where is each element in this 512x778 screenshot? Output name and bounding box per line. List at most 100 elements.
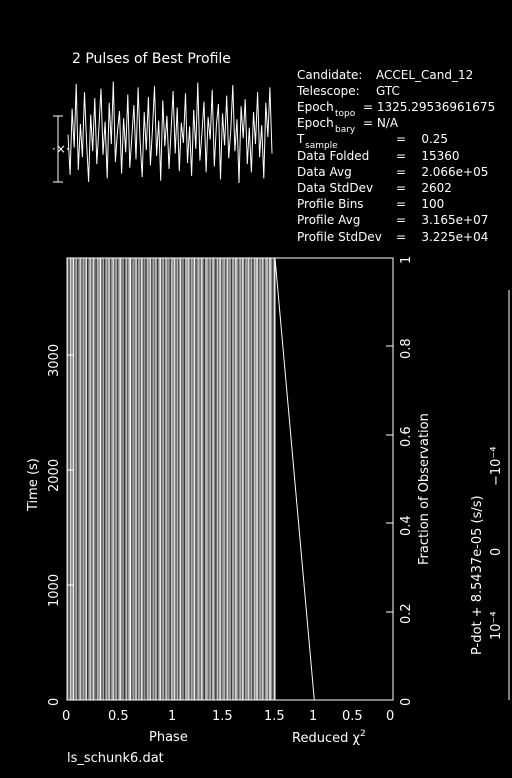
heatmap-column — [240, 258, 243, 700]
heatmap-column — [151, 258, 153, 700]
heatmap-column — [128, 258, 130, 700]
heatmap-column — [91, 258, 93, 700]
heatmap-column — [101, 258, 103, 700]
heatmap-column — [178, 258, 180, 700]
heatmap-column — [116, 258, 119, 700]
heatmap-column — [139, 258, 142, 700]
heatmap-column — [250, 258, 253, 700]
info-data-stddev-label: Data StdDev — [297, 181, 373, 195]
heatmap-column — [125, 258, 128, 700]
profile-errorbar-marker: ⋅×⋅ — [52, 142, 70, 156]
heatmap-column — [192, 258, 195, 700]
heatmap-column — [138, 258, 140, 700]
heatmap-column — [222, 258, 225, 700]
heatmap-column — [245, 258, 247, 700]
heatmap-column — [82, 258, 85, 700]
heatmap-column — [269, 258, 272, 700]
chi2-line — [274, 257, 315, 701]
heatmap-column — [260, 258, 263, 700]
chi2-tick-0: 0 — [386, 709, 394, 724]
profile-panel: ⋅×⋅ — [52, 81, 273, 184]
heatmap-column — [227, 258, 230, 700]
heatmap-column — [239, 258, 242, 700]
time-phase-heatmap — [67, 258, 276, 700]
heatmap-column — [92, 258, 95, 700]
heatmap-column — [188, 258, 190, 700]
heatmap-column — [215, 258, 217, 700]
heatmap-column — [118, 258, 121, 700]
heatmap-column — [229, 258, 232, 700]
chi2-axis-label-text: Reduced χ — [292, 731, 360, 746]
heatmap-column — [179, 258, 182, 700]
info-candidate-value: ACCEL_Cand_12 — [376, 68, 473, 82]
heatmap-column — [67, 258, 69, 700]
info-tsample-value: = 0.25 — [396, 132, 448, 146]
info-data-stddev-value: = 2602 — [396, 181, 452, 195]
heatmap-column — [212, 258, 215, 700]
heatmap-column — [105, 258, 108, 700]
info-block: Candidate: ACCEL_Cand_12 Telescope: GTC … — [296, 68, 495, 244]
heatmap-column — [270, 258, 273, 700]
heatmap-column — [180, 258, 183, 700]
fraction-axis-ticks — [386, 257, 393, 701]
fraction-tick-0.2: 0.2 — [399, 603, 414, 624]
heatmap-column — [220, 258, 223, 700]
heatmap-column — [193, 258, 196, 700]
heatmap-column — [266, 258, 269, 700]
heatmap-column — [109, 258, 112, 700]
heatmap-column — [165, 258, 168, 700]
info-epoch-bary-value: = N/A — [363, 116, 399, 130]
info-epoch-bary-label: Epoch — [297, 116, 334, 130]
heatmap-column — [209, 258, 212, 700]
chi2-axis-label: Reduced χ2 — [292, 729, 366, 746]
heatmap-column — [237, 258, 240, 700]
heatmap-column — [183, 258, 186, 700]
heatmap-column — [199, 258, 202, 700]
heatmap-column — [182, 258, 185, 700]
heatmap-column — [123, 258, 126, 700]
heatmap-column — [146, 258, 149, 700]
heatmap-column — [126, 258, 129, 700]
heatmap-column — [133, 258, 136, 700]
heatmap-column — [95, 258, 98, 700]
heatmap-column — [246, 258, 249, 700]
heatmap-column — [249, 258, 252, 700]
pdot-tick-neg: −10⁻⁴ — [489, 446, 504, 486]
heatmap-column — [161, 258, 163, 700]
info-profile-stddev-value: = 3.225e+04 — [396, 230, 488, 244]
heatmap-column — [243, 258, 246, 700]
heatmap-column — [255, 258, 257, 700]
info-profile-avg-value: = 3.165e+07 — [396, 213, 488, 227]
info-epoch-topo-label: Epoch — [297, 100, 334, 114]
info-profile-avg-label: Profile Avg — [297, 213, 360, 227]
heatmap-column — [166, 258, 169, 700]
fraction-tick-0.4: 0.4 — [399, 515, 414, 536]
info-data-folded-value: = 15360 — [396, 149, 460, 163]
heatmap-column — [99, 258, 102, 700]
heatmap-column — [259, 258, 262, 700]
heatmap-column — [141, 258, 143, 700]
info-epoch-bary-sub: bary — [335, 125, 356, 135]
heatmap-column — [176, 258, 179, 700]
phase-tick-1: 1 — [168, 709, 176, 724]
heatmap-column — [218, 258, 220, 700]
heatmap-column — [186, 258, 189, 700]
chi2-tick-1.5: 1.5 — [264, 709, 285, 724]
heatmap-column — [79, 258, 82, 700]
heatmap-column — [263, 258, 266, 700]
info-candidate-label: Candidate: — [297, 68, 362, 82]
heatmap-column — [122, 258, 125, 700]
heatmap-column — [189, 258, 192, 700]
heatmap-column — [253, 258, 256, 700]
heatmap-column — [76, 258, 79, 700]
heatmap-column — [143, 258, 146, 700]
heatmap-column — [203, 258, 206, 700]
heatmap-column — [213, 258, 216, 700]
heatmap-column — [135, 258, 138, 700]
heatmap-column — [210, 258, 213, 700]
heatmap-column — [88, 258, 91, 700]
info-tsample-sub: sample — [305, 141, 338, 151]
heatmap-column — [114, 258, 116, 700]
heatmap-column — [132, 258, 135, 700]
heatmap-column — [219, 258, 222, 700]
